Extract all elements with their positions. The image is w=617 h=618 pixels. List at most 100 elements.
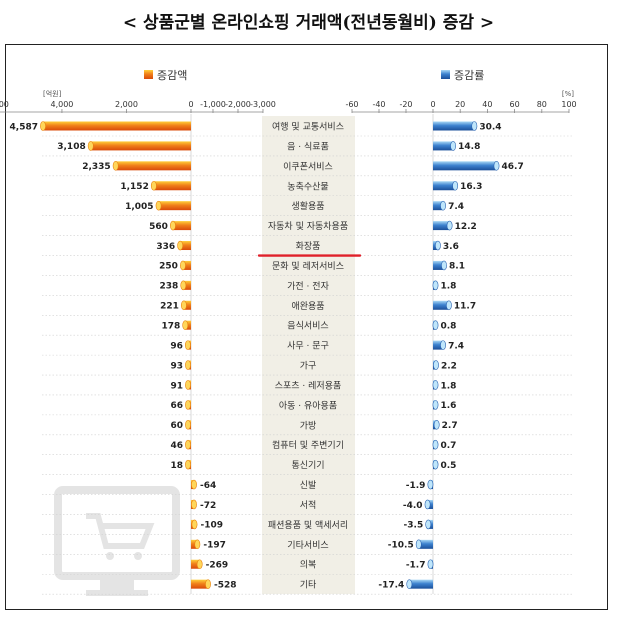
data-label-rate: 46.7 — [502, 162, 524, 172]
category-label: 가구 — [300, 361, 317, 372]
data-label-rate: 7.4 — [448, 202, 464, 212]
tick-label-rate: 40 — [482, 100, 492, 109]
data-label-rate: 0.5 — [441, 461, 457, 471]
tick-label-amount: -1,000 — [200, 100, 226, 109]
data-label-rate: -3.5 — [404, 521, 424, 531]
data-label-amount: 66 — [170, 401, 183, 411]
data-label-amount: 238 — [160, 282, 179, 292]
bar-cap-amount — [194, 539, 201, 550]
data-label-rate: -4.0 — [403, 501, 423, 511]
data-label-rate: 3.6 — [443, 242, 459, 252]
bar-cap-amount — [196, 559, 203, 570]
bar-rate — [433, 260, 445, 270]
data-label-rate: 2.2 — [441, 361, 457, 371]
bar-cap-rate — [432, 380, 439, 390]
bar-amount — [153, 181, 191, 191]
bar-cap-rate — [452, 180, 459, 191]
data-label-rate: 1.8 — [441, 381, 457, 391]
data-label-amount: 1,152 — [120, 182, 148, 192]
bar-amount — [191, 559, 200, 569]
bar-cap-amount — [185, 380, 191, 390]
tick-label-amount: 0 — [188, 100, 193, 109]
data-label-rate: 11.7 — [454, 302, 476, 312]
bar-cap-amount — [180, 300, 187, 311]
category-label: 여행 및 교통서비스 — [272, 121, 344, 133]
bar-cap-amount — [170, 220, 176, 231]
tick-label-rate: 100 — [561, 100, 576, 109]
tick-label-rate: 80 — [537, 100, 547, 109]
tick-label-rate: -60 — [345, 100, 358, 109]
bar-cap-rate — [432, 439, 439, 450]
data-label-amount: 4,587 — [10, 122, 38, 132]
tick-label-amount: -2,000 — [225, 100, 251, 109]
bar-cap-rate — [441, 260, 447, 271]
data-label-rate: 7.4 — [448, 341, 464, 351]
bar-cap-rate — [427, 479, 434, 490]
data-label-rate: 30.4 — [479, 122, 501, 132]
category-label: 컴퓨터 및 주변기기 — [272, 439, 344, 451]
category-label: 문화 및 레저서비스 — [272, 260, 344, 272]
data-label-amount: 178 — [161, 322, 180, 332]
data-label-amount: -528 — [214, 580, 237, 590]
bar-cap-amount — [40, 121, 46, 131]
bar-cap-amount — [185, 360, 191, 370]
bar-cap-amount — [191, 499, 197, 510]
data-label-amount: -269 — [206, 561, 229, 571]
bar-rate — [433, 181, 456, 191]
data-label-rate: 0.7 — [441, 441, 457, 451]
bar-cap-amount — [185, 419, 191, 430]
data-label-amount: -64 — [200, 481, 216, 491]
category-label: 기타 — [300, 580, 317, 591]
bar-rate — [433, 161, 497, 171]
bar-cap-rate — [493, 161, 500, 171]
bar-cap-rate — [427, 559, 434, 570]
bar-rate — [418, 539, 433, 549]
category-label: 화장품 — [296, 241, 321, 252]
category-label: 신발 — [300, 480, 317, 491]
bar-cap-rate — [440, 200, 446, 211]
data-label-rate: 12.2 — [455, 222, 477, 232]
bar-amount — [172, 221, 191, 231]
data-label-rate: 0.8 — [441, 322, 457, 332]
data-label-amount: 221 — [160, 302, 179, 312]
bar-rate — [409, 579, 433, 589]
bar-rate — [433, 141, 454, 151]
bar-cap-rate — [425, 519, 432, 530]
data-label-amount: 3,108 — [57, 142, 85, 152]
bar-rate — [433, 201, 444, 211]
data-label-rate: 1.6 — [441, 401, 457, 411]
bar-amount — [180, 241, 191, 251]
tick-label-rate: 0 — [430, 100, 435, 109]
data-label-rate: 2.7 — [442, 421, 458, 431]
category-label: 사무 · 문구 — [287, 341, 329, 352]
category-label: 농축수산물 — [287, 181, 328, 192]
bar-cap-rate — [440, 340, 446, 350]
legend-swatch-amount — [144, 70, 153, 79]
legend-label-rate: 증감률 — [454, 69, 484, 82]
category-label: 패션용품 및 액세서리 — [268, 519, 348, 531]
axis-unit-amount: [억원] — [43, 89, 62, 98]
bar-amount — [115, 161, 191, 171]
category-label: 서적 — [300, 499, 317, 511]
legend-label-amount: 증감액 — [157, 69, 187, 82]
tick-label-amount: 4,000 — [50, 100, 73, 109]
bar-cap-amount — [185, 439, 191, 450]
category-label: 음식서비스 — [287, 321, 328, 332]
bar-cap-rate — [433, 360, 439, 370]
bar-amount — [183, 280, 191, 290]
data-label-amount: 2,335 — [82, 162, 110, 172]
category-label: 아동 · 유아용품 — [279, 400, 337, 411]
data-label-rate: 14.8 — [458, 142, 480, 152]
category-label: 생활용품 — [291, 200, 324, 212]
data-label-rate: -17.4 — [378, 580, 404, 590]
bar-amount — [191, 539, 198, 549]
bar-amount — [158, 201, 191, 211]
bar-cap-amount — [185, 340, 191, 350]
data-label-amount: -72 — [200, 501, 216, 511]
bar-amount — [183, 300, 191, 310]
bar-cap-rate — [446, 220, 453, 231]
tick-label-amount: 2,000 — [115, 100, 138, 109]
bar-cap-rate — [434, 240, 441, 251]
bar-cap-amount — [185, 459, 191, 470]
bar-amount — [43, 121, 191, 131]
